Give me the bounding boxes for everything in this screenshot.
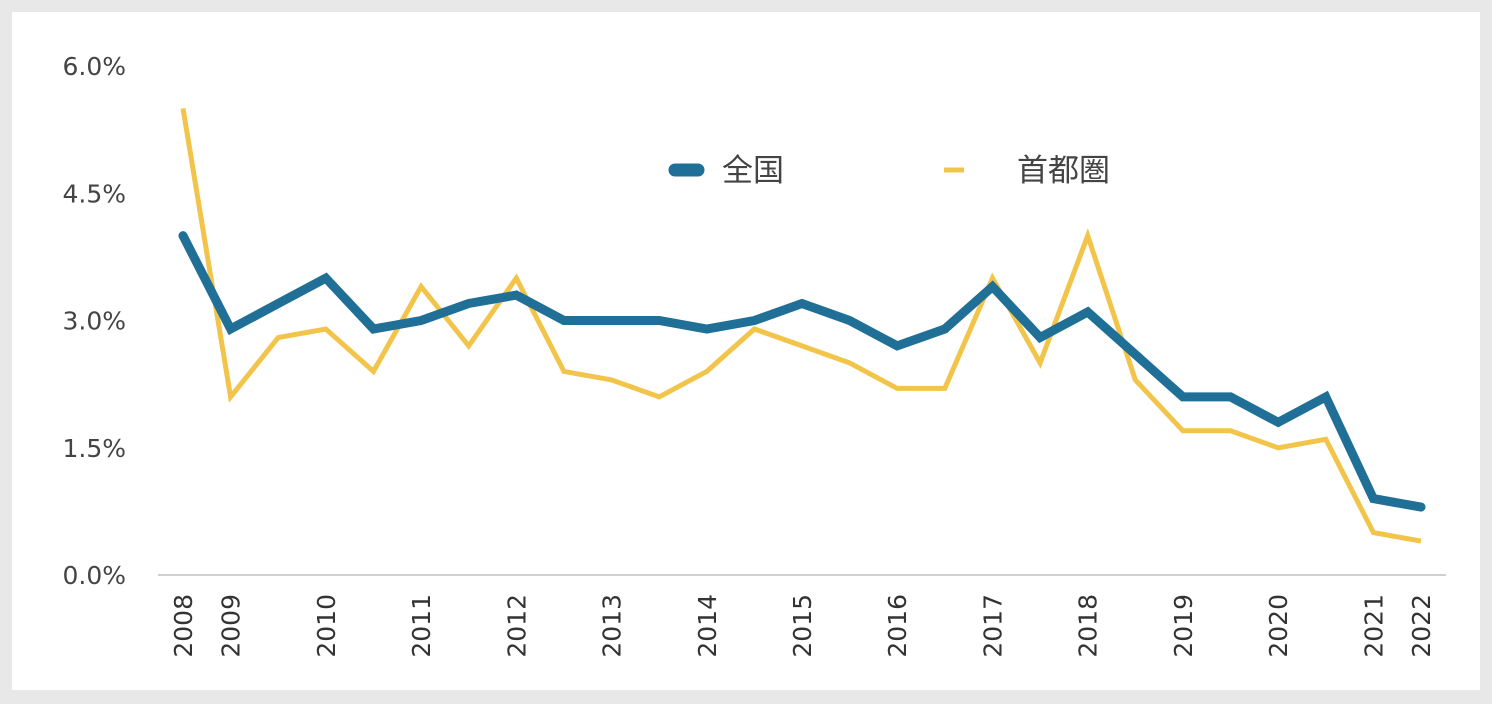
x-tick-label: 2014 [693,594,722,658]
y-tick-label: 6.0% [62,52,126,81]
y-tick-label: 4.5% [62,179,126,208]
y-axis: 0.0% 1.5% 3.0% 4.5% 6.0% [62,52,126,590]
line-chart: 0.0% 1.5% 3.0% 4.5% 6.0% 2008 2009 2010 2011 201… [62,52,1446,658]
y-tick-label: 0.0% [62,561,126,590]
x-tick-label: 2010 [312,594,341,658]
y-tick-label: 3.0% [62,307,126,336]
x-tick-label: 2018 [1074,594,1103,658]
x-tick-label: 2015 [788,594,817,658]
x-tick-label: 2012 [502,594,531,658]
x-tick-label: 2008 [169,594,198,658]
series-line-capital-region [180,107,1422,544]
series-layer [178,107,1426,544]
y-tick-label: 1.5% [62,434,126,463]
x-tick-label: 2017 [978,594,1007,658]
x-tick-label: 2020 [1264,594,1293,658]
chart-card: 0.0% 1.5% 3.0% 4.5% 6.0% 2008 2009 2010 2011 201… [12,12,1480,690]
x-tick-label: 2022 [1407,594,1436,658]
x-tick-label: 2013 [598,594,627,658]
x-tick-label: 2019 [1169,594,1198,658]
series-line-national [178,231,1426,512]
x-tick-label: 2011 [407,594,436,658]
x-tick-label: 2009 [217,594,246,658]
x-axis: 2008 2009 2010 2011 2012 2013 2014 2015 2016 2017… [169,594,1436,658]
x-tick-label: 2016 [883,594,912,658]
legend-label-national: 全国 [722,153,784,189]
x-tick-label: 2021 [1359,594,1388,658]
legend: 全国 首都圏 [668,153,1110,189]
legend-label-capital-region: 首都圏 [1017,153,1110,189]
